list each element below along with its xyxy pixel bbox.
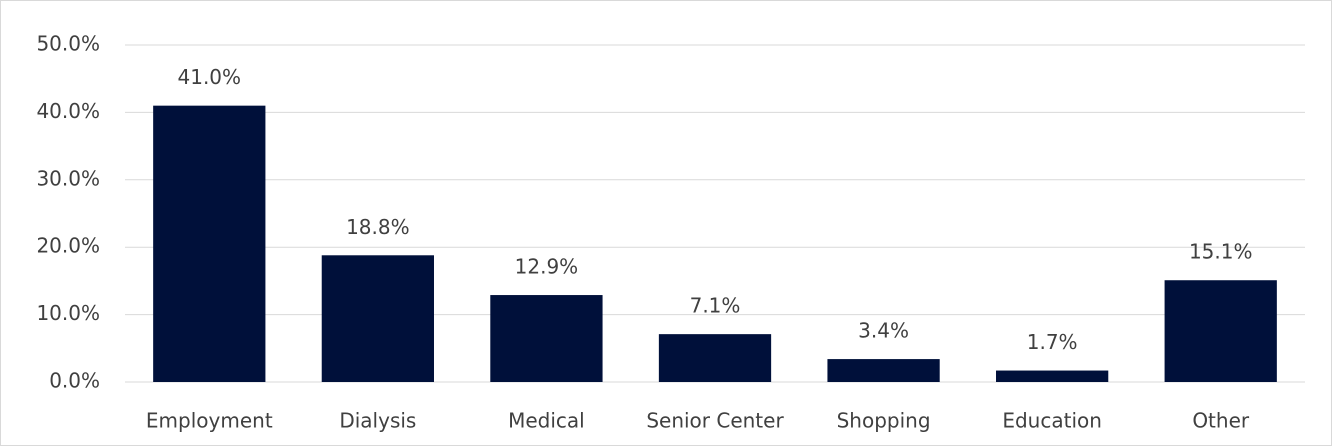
bar [490,295,603,382]
x-tick-label: Other [1192,409,1250,433]
x-tick-label: Dialysis [339,409,416,433]
y-tick-label: 10.0% [36,301,100,325]
y-tick-label: 20.0% [36,234,100,258]
x-tick-label: Shopping [837,409,931,433]
data-label: 7.1% [690,294,741,318]
data-label: 41.0% [178,65,242,89]
bar [658,334,772,382]
bar [1164,280,1277,382]
data-label: 1.7% [1027,330,1078,354]
x-tick-label: Senior Center [646,409,784,433]
bar [827,359,940,382]
bar [996,370,1109,382]
x-tick-label: Medical [508,409,585,433]
bar [321,255,434,382]
data-label: 15.1% [1189,240,1253,264]
bar [153,105,266,382]
y-tick-label: 40.0% [36,99,100,123]
data-label: 12.9% [515,255,579,279]
y-tick-label: 30.0% [36,166,100,190]
x-tick-label: Education [1002,409,1102,433]
x-tick-label: Employment [146,409,273,433]
y-tick-label: 0.0% [49,369,100,393]
data-label: 3.4% [858,319,909,343]
y-tick-label: 50.0% [36,32,100,56]
data-label: 18.8% [346,215,410,239]
